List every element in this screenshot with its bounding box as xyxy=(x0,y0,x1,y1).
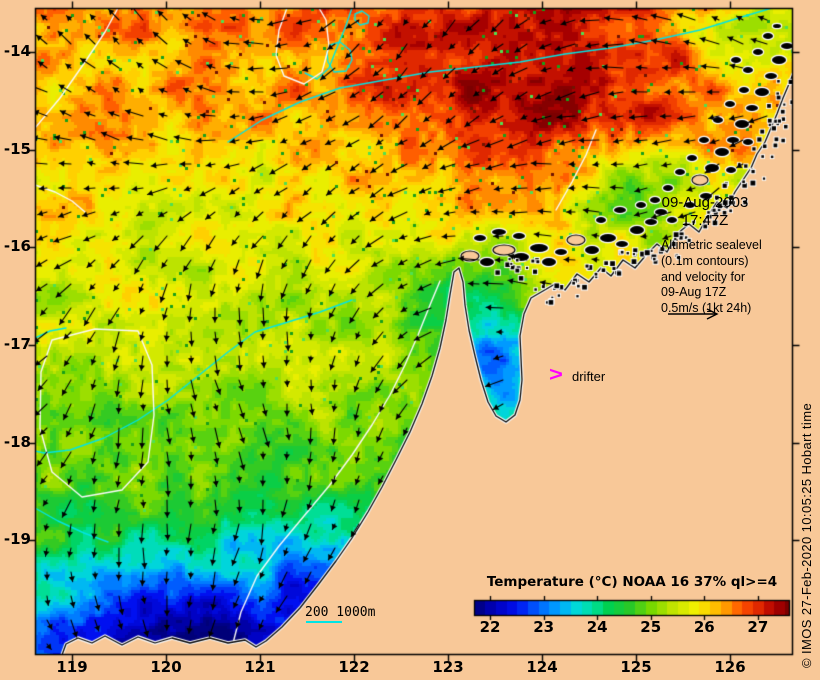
altimetric-line: (0.1m contours) xyxy=(661,253,749,268)
y-axis-tick-label: -15 xyxy=(3,140,31,158)
drifter-marker-icon: > xyxy=(549,364,563,387)
depth-contour-legend: 200 1000m xyxy=(305,605,376,620)
x-axis-tick-label: 119 xyxy=(56,658,88,676)
altimetric-line: 09-Aug 17Z xyxy=(661,285,727,300)
datetime-line2: 17:47Z xyxy=(681,212,729,229)
colorbar-tick-label: 25 xyxy=(640,618,662,636)
y-axis-tick-label: -14 xyxy=(3,42,31,60)
x-axis-tick-label: 121 xyxy=(244,658,276,676)
altimetric-line: 0.5m/s (1kt 24h) xyxy=(661,301,752,316)
y-axis-tick-label: -18 xyxy=(3,433,31,451)
colorbar-tick-label: 22 xyxy=(479,618,501,636)
y-axis-tick-label: -16 xyxy=(3,237,31,255)
depth-contour-sample-line xyxy=(306,621,342,623)
x-axis-tick-label: 125 xyxy=(620,658,652,676)
x-axis-tick-label: 126 xyxy=(714,658,746,676)
x-axis-tick-label: 122 xyxy=(338,658,370,676)
x-axis-tick-label: 124 xyxy=(526,658,558,676)
colorbar-title: Temperature (°C) NOAA 16 37% ql>=4 xyxy=(486,574,778,590)
y-axis-tick-label: -19 xyxy=(3,530,31,548)
velocity-scale-arrow-icon xyxy=(668,308,719,320)
y-axis-tick-label: -17 xyxy=(3,335,31,353)
x-axis-tick-label: 120 xyxy=(150,658,182,676)
colorbar-tick-label: 27 xyxy=(747,618,769,636)
x-axis-tick-label: 123 xyxy=(432,658,464,676)
datetime-line1: 09-Aug-2003 xyxy=(661,194,749,211)
colorbar-tick-label: 24 xyxy=(586,618,608,636)
drifter-label: drifter xyxy=(572,369,606,384)
altimetric-legend: Altimetric sealevel (0.1m contours) and … xyxy=(661,238,801,317)
altimetric-line: and velocity for xyxy=(661,269,746,284)
copyright-stamp: © IMOS 27-Feb-2020 10:05:25 Hobart time xyxy=(799,402,814,668)
colorbar-tick-label: 26 xyxy=(693,618,715,636)
colorbar-tick-label: 23 xyxy=(533,618,555,636)
altimetric-line: Altimetric sealevel xyxy=(661,238,762,252)
